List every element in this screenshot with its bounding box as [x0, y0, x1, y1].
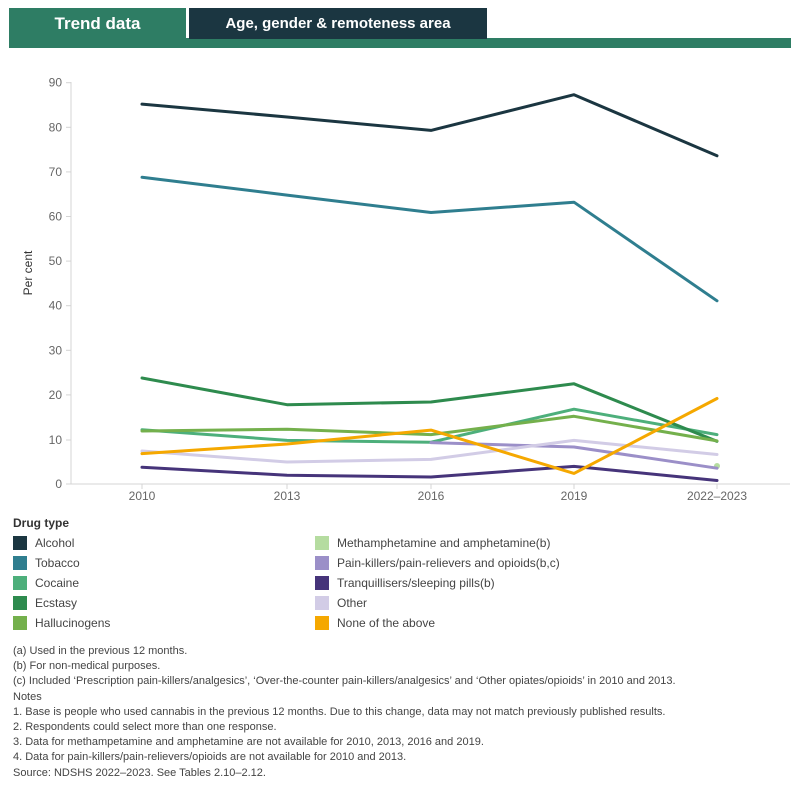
note-3: 3. Data for methampetamine and amphetami… [13, 736, 484, 749]
y-tick-label: 60 [49, 210, 63, 224]
footnote-b: (b) For non-medical purposes. [13, 660, 161, 673]
series-line-ecstasy[interactable] [140, 376, 719, 443]
y-axis-label: Per cent [21, 250, 35, 295]
legend: Drug type Alcohol Tobacco Cocaine Ecstas… [13, 516, 793, 634]
x-tick-label: 2019 [561, 489, 588, 503]
tab-underline [9, 38, 791, 48]
legend-swatch [13, 596, 27, 610]
tab-trend-data[interactable]: Trend data [9, 8, 186, 39]
x-tick-label: 2013 [274, 489, 301, 503]
series-line-tobacco[interactable] [140, 175, 719, 303]
legend-label: Cocaine [35, 576, 80, 590]
legend-label: None of the above [337, 616, 436, 630]
y-tick-label: 10 [49, 433, 63, 447]
series-line-alcohol[interactable] [140, 93, 719, 158]
note-2: 2. Respondents could select more than on… [13, 721, 277, 734]
series-line-none-of-the-above[interactable] [140, 397, 719, 475]
legend-swatch [13, 616, 27, 630]
legend-label: Pain-killers/pain-relievers and opioids(… [337, 556, 560, 570]
source-note: Source: NDSHS 2022–2023. See Tables 2.10… [13, 766, 266, 779]
tab-age-gender-remoteness[interactable]: Age, gender & remoteness area [189, 8, 487, 39]
y-tick-label: 70 [49, 165, 63, 179]
series-line-tranquillisers-sleeping-pills[interactable] [140, 464, 719, 482]
legend-label: Hallucinogens [35, 616, 111, 630]
y-tick-label: 20 [49, 388, 63, 402]
y-tick-label: 50 [49, 254, 63, 268]
note-4: 4. Data for pain-killers/pain-relievers/… [13, 751, 407, 764]
legend-label: Alcohol [35, 536, 75, 550]
notes-heading: Notes [13, 690, 42, 703]
legend-title: Drug type [13, 516, 70, 530]
series-line-other[interactable] [140, 438, 719, 464]
y-tick-label: 80 [49, 120, 63, 134]
x-tick-label: 2022–2023 [687, 489, 747, 503]
y-tick-label: 30 [49, 343, 63, 357]
series-line-hallucinogens[interactable] [140, 414, 719, 443]
legend-swatch [315, 576, 329, 590]
legend-swatch [13, 556, 27, 570]
footnotes: (a) Used in the previous 12 months. (b) … [13, 644, 793, 781]
legend-label: Ecstasy [35, 596, 78, 610]
x-tick-label: 2016 [418, 489, 445, 503]
line-chart: 0 10 20 30 40 50 60 70 80 90 Per cent 2010 2013 2016 2… [21, 76, 790, 503]
y-tick-label: 0 [55, 477, 62, 491]
y-tick-label: 40 [49, 299, 63, 313]
legend-swatch [315, 556, 329, 570]
legend-swatch [315, 596, 329, 610]
legend-label: Methamphetamine and amphetamine(b) [337, 536, 551, 550]
legend-label: Tranquillisers/sleeping pills(b) [337, 576, 495, 590]
footnote-a: (a) Used in the previous 12 months. [13, 645, 188, 657]
legend-swatch [13, 576, 27, 590]
y-tick-label: 90 [49, 76, 63, 90]
legend-swatch [315, 536, 329, 550]
tab-bar: Trend data Age, gender & remoteness area [9, 8, 791, 48]
x-tick-label: 2010 [129, 489, 156, 503]
series-line-pain-killers-pain-relievers-and-opioids[interactable] [429, 441, 719, 470]
legend-swatch [315, 616, 329, 630]
legend-label: Tobacco [35, 556, 80, 570]
footnote-c: (c) Included ‘Prescription pain-killers/… [13, 675, 676, 688]
legend-swatch [13, 536, 27, 550]
note-1: 1. Base is people who used cannabis in t… [13, 705, 666, 718]
legend-label: Other [337, 596, 368, 610]
